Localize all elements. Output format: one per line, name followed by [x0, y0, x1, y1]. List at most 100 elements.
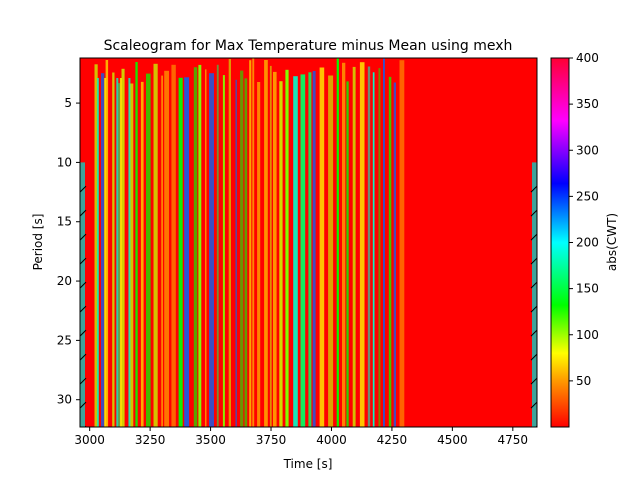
coi-hatch: [530, 209, 537, 217]
heatmap-stripe: [249, 60, 252, 427]
heatmap-stripe: [367, 66, 371, 427]
heatmap-stripe: [279, 81, 283, 427]
heatmap-stripe: [244, 78, 248, 427]
coi-hatch: [530, 233, 537, 241]
heatmap-stripe: [388, 76, 392, 427]
coi-hatch: [80, 305, 87, 313]
heatmap-stripe: [119, 78, 122, 427]
heatmap-stripe: [228, 59, 231, 427]
y-tick-label: 20: [57, 274, 72, 288]
coi-hatch: [530, 401, 537, 409]
x-tick-label: 3750: [256, 433, 287, 447]
coi-hatch: [530, 185, 537, 193]
heatmap-stripe: [346, 81, 349, 427]
colorbar-tick-label: 250: [576, 189, 599, 203]
heatmap-stripe: [205, 69, 207, 427]
x-tick-label: 3250: [135, 433, 166, 447]
coi-hatch: [80, 329, 87, 337]
y-tick-label: 5: [64, 96, 72, 110]
coi-left-edge: [80, 162, 85, 427]
coi-hatch: [80, 401, 87, 409]
heatmap-stripe: [216, 64, 219, 427]
heatmap-stripe: [161, 75, 163, 427]
heatmap-stripe: [308, 72, 312, 427]
heatmap-stripe: [116, 78, 119, 427]
heatmap-stripe: [96, 78, 99, 427]
plot-frame: [79, 57, 538, 428]
heatmap-stripe: [222, 75, 225, 427]
heatmap-stripe: [240, 70, 244, 427]
colorbar-axis: 50 100 150 200 250 300 350 400: [569, 51, 599, 388]
y-tick-label: 30: [57, 393, 72, 407]
heatmap-stripe: [372, 72, 375, 427]
colorbar-tick-label: 400: [576, 51, 599, 65]
heatmap-stripe: [135, 62, 138, 427]
coi-hatch: [80, 233, 87, 241]
x-tick-label: 4000: [316, 433, 347, 447]
y-tick-label: 25: [57, 333, 72, 347]
coi-right-edge: [532, 162, 537, 427]
y-axis-label: Period [s]: [31, 214, 45, 271]
heatmap-stripe: [399, 60, 405, 427]
heatmap-area: [80, 58, 537, 427]
heatmap-stripe: [319, 67, 325, 427]
colorbar-tick-label: 200: [576, 236, 599, 250]
x-axis: 3000 3250 3500 3750 4000 4250 4500 4750: [74, 427, 528, 447]
heatmap-stripe: [383, 58, 385, 427]
heatmap-stripe: [153, 63, 158, 427]
heatmap-stripe: [312, 71, 316, 427]
heatmap-stripe: [140, 81, 144, 427]
x-tick-label: 4500: [437, 433, 468, 447]
colorbar-label: abs(CWT): [605, 213, 619, 271]
heatmap-stripe: [198, 64, 202, 427]
heatmap-stripe: [104, 78, 107, 427]
x-axis-label: Time [s]: [283, 457, 333, 471]
y-tick-label: 10: [57, 155, 72, 169]
cone-of-influence: [80, 162, 537, 427]
coi-hatch: [80, 281, 87, 289]
chart-title: Scaleogram for Max Temperature minus Mea…: [104, 38, 513, 54]
colorbar: [550, 57, 570, 428]
x-tick-label: 3000: [74, 433, 105, 447]
coi-hatch: [80, 353, 87, 361]
coi-hatch: [530, 353, 537, 361]
heatmap-stripe: [378, 68, 381, 427]
heatmap-stripe: [264, 60, 268, 427]
heatmap-stripe: [209, 73, 214, 427]
y-tick-label: 15: [57, 215, 72, 229]
colorbar-tick-label: 300: [576, 143, 599, 157]
heatmap-stripe: [285, 69, 289, 427]
colorbar-tick-label: 100: [576, 328, 599, 342]
coi-hatch: [80, 257, 87, 265]
x-tick-label: 4250: [377, 433, 408, 447]
x-tick-label: 3500: [195, 433, 226, 447]
heatmap-stripe: [112, 72, 115, 427]
heatmap-stripe: [94, 64, 98, 427]
coi-hatch: [530, 377, 537, 385]
heatmap-stripe: [336, 58, 339, 427]
heatmap-stripe: [101, 73, 105, 427]
heatmap-stripe: [193, 67, 198, 427]
coi-hatch: [80, 377, 87, 385]
heatmap-stripe: [359, 62, 365, 427]
heatmap-stripe: [171, 64, 176, 427]
heatmap-stripe: [257, 82, 261, 427]
heatmap-stripe: [269, 65, 272, 427]
coi-hatch: [530, 257, 537, 265]
heatmap-stripe: [128, 78, 131, 427]
heatmap-stripe: [293, 76, 298, 427]
colorbar-tick-label: 50: [576, 374, 591, 388]
heatmap-stripe: [146, 73, 151, 427]
coi-hatch: [530, 305, 537, 313]
colorbar-tick-label: 350: [576, 97, 599, 111]
coi-hatch: [530, 329, 537, 337]
coi-hatch: [80, 185, 87, 193]
heatmap-stripe: [129, 83, 134, 427]
heatmap-stripe: [118, 83, 121, 427]
heatmap-stripe: [300, 74, 306, 427]
heatmap-stripe: [342, 62, 346, 427]
heatmap-stripe: [393, 82, 396, 427]
y-axis: 5 10 15 20 25 30: [57, 96, 80, 407]
coi-hatch: [80, 209, 87, 217]
